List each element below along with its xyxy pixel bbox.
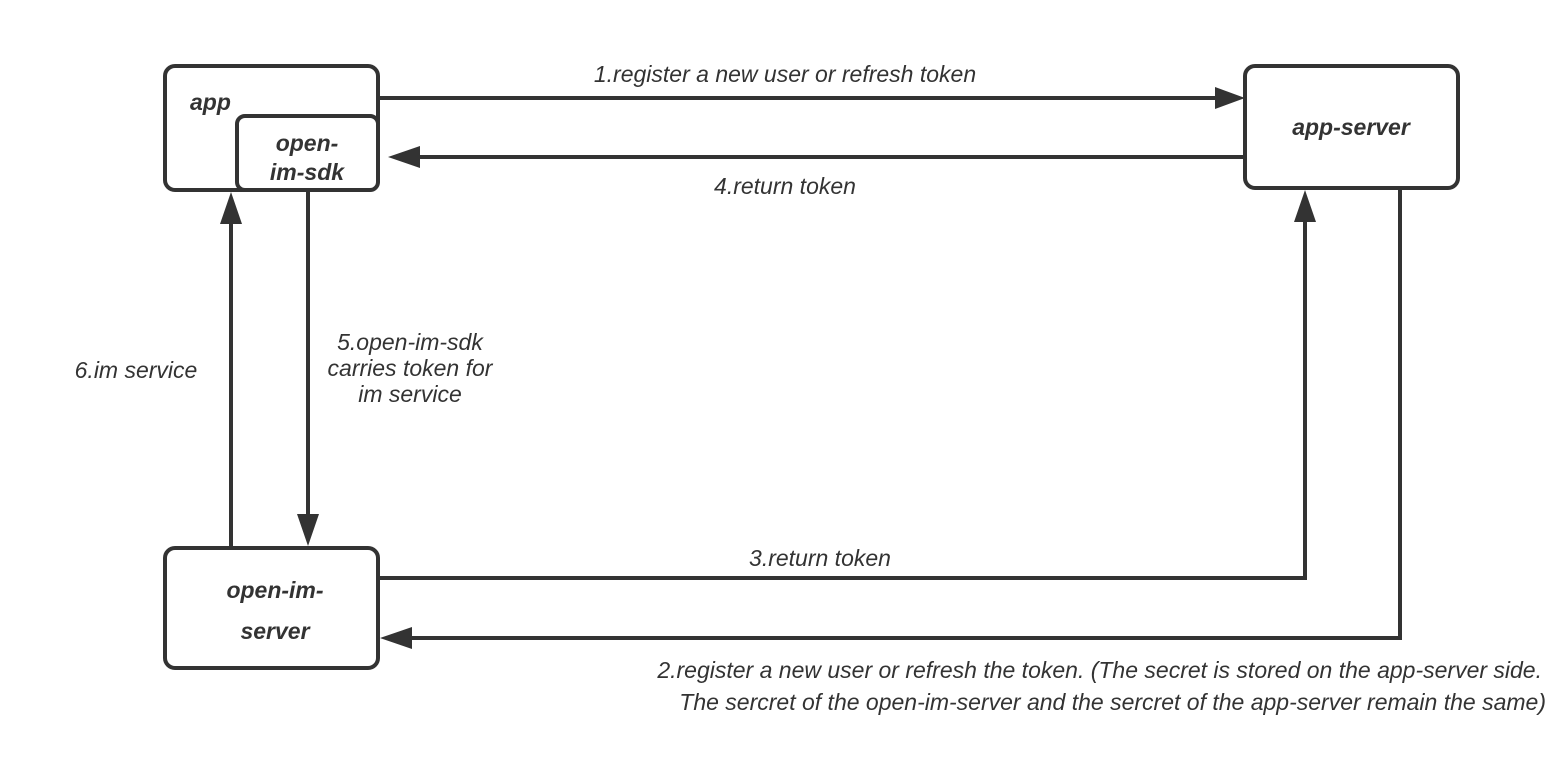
edge-5-label-3: im service [358,381,462,407]
node-open-im-server: open-im- server [163,546,380,670]
node-im-server-label-2: server [240,618,310,644]
node-sdk-label-1: open- [276,130,339,156]
node-im-server-label-1: open-im- [226,577,323,603]
edge-5-label-2: carries token for [328,355,494,381]
node-app-server-label: app-server [1292,114,1411,140]
edge-4-label: 4.return token [714,173,856,199]
edge-2-arrow: 2.register a new user or refresh the tok… [380,188,1546,715]
node-app-label: app [190,89,231,115]
edge-5-arrow: 5.open-im-sdk carries token for im servi… [297,190,494,546]
edge-4-arrow: 4.return token [388,146,1245,199]
edge-6-label: 6.im service [75,357,198,383]
edge-1-arrow: 1.register a new user or refresh token [378,61,1245,109]
edge-5-label-1: 5.open-im-sdk [337,329,484,355]
edge-2-label-2: The sercret of the open-im-server and th… [679,689,1546,715]
node-app-server: app-server [1243,64,1460,190]
edge-1-label: 1.register a new user or refresh token [594,61,976,87]
node-sdk-label-2: im-sdk [270,159,345,185]
edge-2-label-1: 2.register a new user or refresh the tok… [656,657,1542,683]
edge-3-arrow: 3.return token [378,190,1316,580]
edge-3-label: 3.return token [749,545,891,571]
edge-6-arrow: 6.im service [75,192,242,548]
node-open-im-sdk: open- im-sdk [235,114,380,192]
